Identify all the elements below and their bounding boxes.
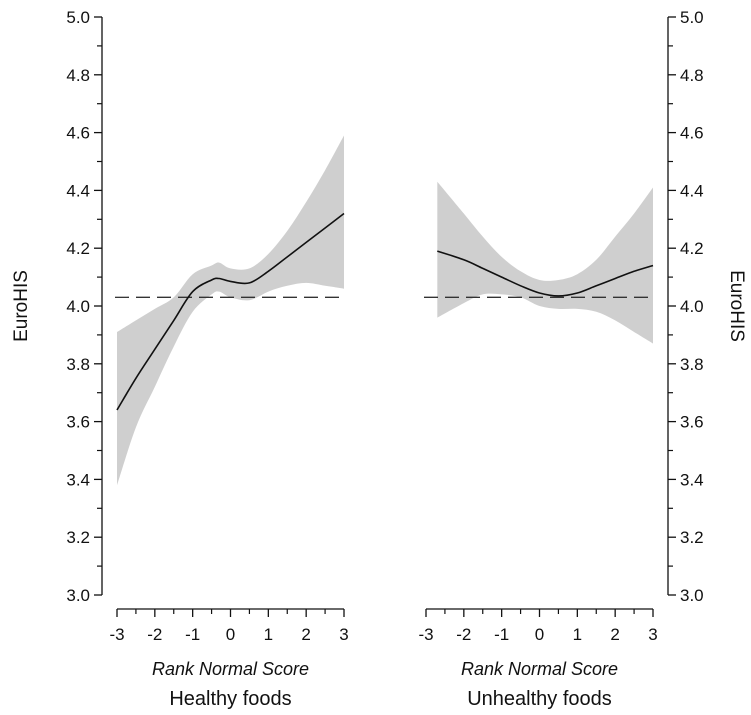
right-y-axis: 3.0 3.2 3.4 3.6 3.8 4.0 4.2 4.4 4.6 4.8 5.0 EuroHI… — [667, 8, 747, 605]
y-tick-label: 3.6 — [680, 413, 704, 432]
y-tick-label: 3.8 — [680, 355, 704, 374]
left-y-axis-title: EuroHIS — [11, 270, 32, 342]
curve-healthy — [116, 212, 345, 411]
panel-subtitle-healthy: Healthy foods — [169, 688, 291, 710]
panel-subtitle-unhealthy: Unhealthy foods — [467, 688, 612, 710]
x-axis-title-unhealthy: Rank Normal Score — [461, 659, 618, 679]
y-tick-label: 5.0 — [66, 8, 90, 27]
y-tick-label: 4.2 — [66, 239, 90, 258]
left-y-ticks: 3.0 3.2 3.4 3.6 3.8 4.0 4.2 4.4 4.6 4.8 5.0 — [66, 8, 102, 605]
x-tick-label: 3 — [339, 625, 348, 644]
y-tick-label: 4.4 — [680, 181, 704, 200]
x-tick-label: -3 — [418, 625, 433, 644]
y-tick-label: 3.4 — [680, 470, 704, 489]
y-tick-label: 5.0 — [680, 8, 704, 27]
right-y-ticks: 3.0 3.2 3.4 3.6 3.8 4.0 4.2 4.4 4.6 4.8 5.0 — [668, 8, 704, 605]
x-tick-label: 3 — [648, 625, 657, 644]
panel-healthy-foods: -3 -2 -1 0 1 2 3 Rank Normal Score Healthy foo… — [109, 135, 349, 710]
x-tick-label: 1 — [573, 625, 582, 644]
x-ticks-healthy: -3 -2 -1 0 1 2 3 — [109, 609, 349, 644]
y-tick-label: 4.6 — [680, 124, 704, 143]
y-tick-label: 3.2 — [680, 528, 704, 547]
x-tick-label: 0 — [226, 625, 235, 644]
y-tick-label: 4.6 — [66, 124, 90, 143]
curve-unhealthy — [437, 250, 654, 297]
y-tick-label: 3.0 — [680, 586, 704, 605]
y-tick-label: 4.0 — [680, 297, 704, 316]
x-tick-label: 1 — [264, 625, 273, 644]
y-tick-label: 3.4 — [66, 470, 90, 489]
x-tick-label: 2 — [301, 625, 310, 644]
y-tick-label: 4.0 — [66, 297, 90, 316]
x-tick-label: -1 — [494, 625, 509, 644]
y-tick-label: 3.2 — [66, 528, 90, 547]
left-y-axis: 3.0 3.2 3.4 3.6 3.8 4.0 4.2 4.4 4.6 4.8 5.0 EuroHI… — [11, 8, 103, 605]
x-tick-label: -1 — [185, 625, 200, 644]
y-tick-label: 3.8 — [66, 355, 90, 374]
right-y-axis-title: EuroHIS — [726, 270, 747, 342]
x-tick-label: 2 — [610, 625, 619, 644]
y-tick-label: 4.4 — [66, 181, 90, 200]
confidence-band-unhealthy — [437, 181, 653, 344]
confidence-band-healthy — [117, 135, 344, 486]
x-tick-label: -3 — [109, 625, 124, 644]
panel-unhealthy-foods: -3 -2 -1 0 1 2 3 Rank Normal Score Unhealthy f… — [418, 181, 658, 710]
x-tick-label: -2 — [456, 625, 471, 644]
x-axis-title-healthy: Rank Normal Score — [152, 659, 309, 679]
x-tick-label: 0 — [535, 625, 544, 644]
y-tick-label: 4.8 — [680, 66, 704, 85]
x-tick-label: -2 — [147, 625, 162, 644]
x-ticks-unhealthy: -3 -2 -1 0 1 2 3 — [418, 609, 658, 644]
y-tick-label: 4.8 — [66, 66, 90, 85]
y-tick-label: 3.0 — [66, 586, 90, 605]
y-tick-label: 3.6 — [66, 413, 90, 432]
y-tick-label: 4.2 — [680, 239, 704, 258]
